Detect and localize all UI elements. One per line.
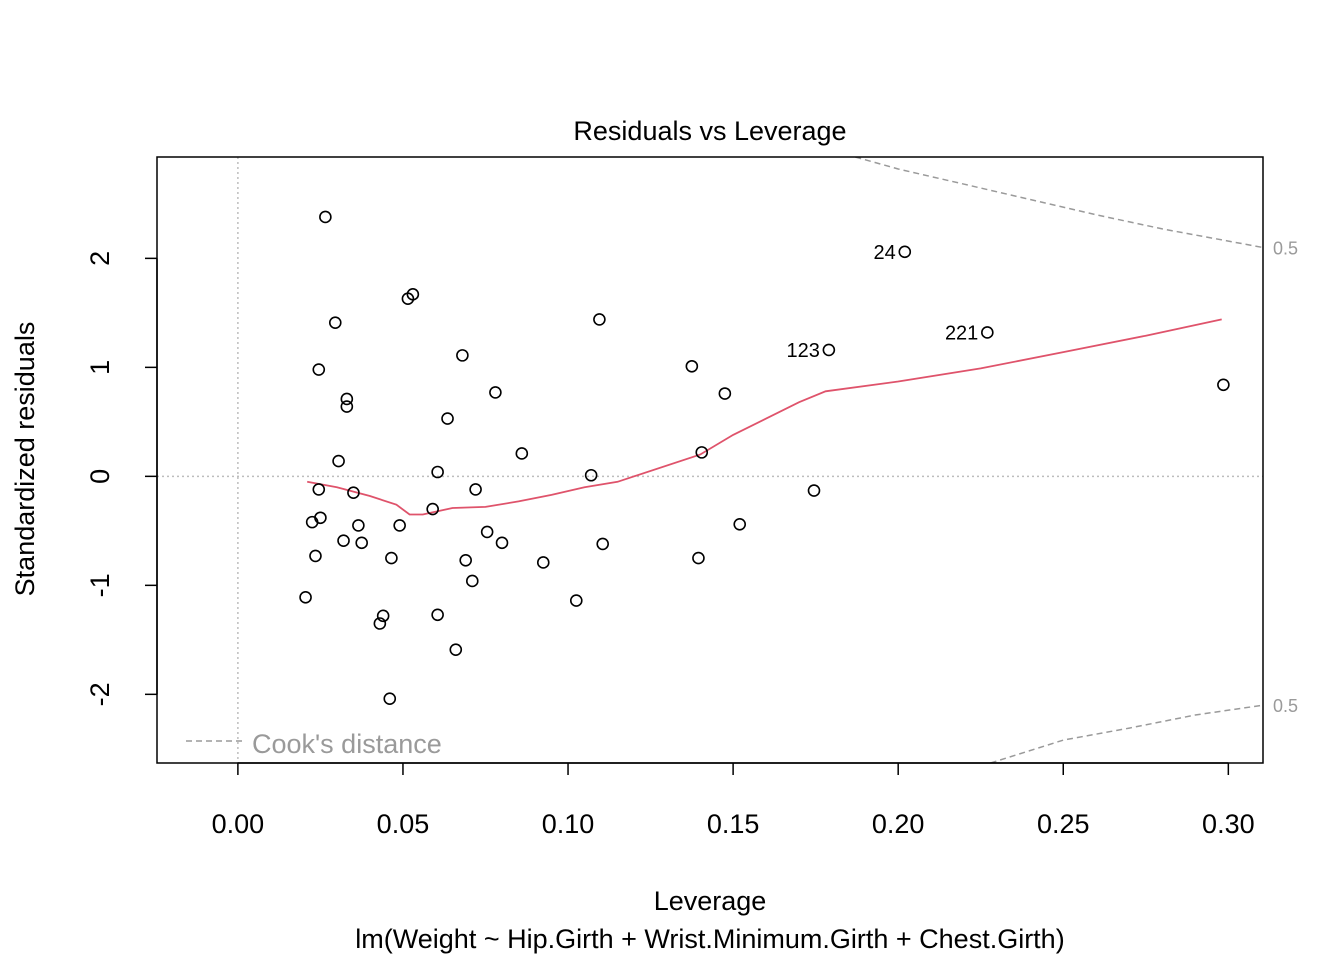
data-point <box>1217 378 1230 392</box>
data-point <box>406 288 420 301</box>
data-point <box>695 446 709 459</box>
data-point <box>692 551 705 565</box>
data-point <box>469 483 482 496</box>
data-point <box>355 536 368 550</box>
data-point <box>718 387 732 400</box>
data-point <box>383 692 397 705</box>
y-tick-label: 2 <box>85 251 115 266</box>
data-point <box>319 210 332 224</box>
data-point <box>584 468 598 482</box>
data-point <box>385 551 398 565</box>
points-layer <box>299 210 1230 705</box>
data-point <box>373 617 387 630</box>
y-tick-label: 1 <box>85 360 115 375</box>
data-point <box>431 465 444 479</box>
data-point <box>441 412 454 425</box>
data-point <box>536 556 550 569</box>
smooth-layer <box>307 318 1222 516</box>
reference-lines <box>157 157 1263 763</box>
x-tick-label: 0.20 <box>872 809 925 839</box>
x-tick-label: 0.15 <box>707 809 760 839</box>
plot-area: 123 24 221 <box>157 157 1263 763</box>
point-label: 221 <box>945 322 978 344</box>
cooks-contour-label: 0.5 <box>1273 238 1298 258</box>
data-point <box>898 245 912 259</box>
data-point <box>352 519 365 532</box>
contour-labels: 0.5 0.5 <box>1273 238 1298 716</box>
x-tick-label: 0.05 <box>377 809 430 839</box>
data-point <box>337 534 350 547</box>
data-point <box>593 313 606 326</box>
data-point <box>822 343 836 357</box>
data-point <box>299 591 312 604</box>
data-point <box>431 608 444 622</box>
data-point <box>465 574 479 588</box>
y-tick-label: -1 <box>85 573 115 597</box>
data-point <box>596 537 610 551</box>
data-point <box>981 326 994 339</box>
data-point <box>312 363 326 376</box>
data-point <box>347 486 360 499</box>
data-point <box>733 518 747 531</box>
x-axis-label: Leverage <box>654 886 767 916</box>
y-tick-label: -2 <box>85 682 115 706</box>
point-label: 123 <box>786 340 819 362</box>
smooth-line <box>307 318 1222 516</box>
point-labels-layer: 123 24 221 <box>786 242 978 362</box>
chart-subtitle: lm(Weight ~ Hip.Girth + Wrist.Minimum.Gi… <box>355 924 1064 954</box>
plot-frame <box>156 156 1264 764</box>
legend: Cook's distance <box>186 729 442 759</box>
data-point <box>685 359 699 373</box>
data-point <box>489 386 502 399</box>
data-point <box>309 549 322 563</box>
legend-cooks-label: Cook's distance <box>252 729 442 759</box>
data-point <box>376 609 390 623</box>
x-tick-label: 0.10 <box>542 809 595 839</box>
x-axis: 0.00 0.05 0.10 0.15 0.20 0.25 0.30 <box>212 762 1255 839</box>
cooks-distance-contours <box>855 157 1263 763</box>
data-point <box>495 536 509 550</box>
cooks-contour-label: 0.5 <box>1273 696 1298 716</box>
data-point <box>456 349 469 362</box>
data-point <box>459 553 472 567</box>
y-tick-label: 0 <box>85 469 115 484</box>
data-point <box>393 519 406 532</box>
x-tick-label: 0.30 <box>1202 809 1255 839</box>
data-point <box>480 525 494 539</box>
cooks-contour-upper <box>855 157 1263 249</box>
data-point <box>340 400 354 413</box>
data-point <box>332 454 345 468</box>
data-point <box>569 594 583 607</box>
data-point <box>515 447 529 460</box>
x-tick-label: 0.00 <box>212 809 265 839</box>
x-tick-label: 0.25 <box>1037 809 1090 839</box>
data-point <box>449 643 463 656</box>
data-point <box>312 483 326 496</box>
data-point <box>328 316 342 329</box>
y-axis: -2 -1 0 1 2 <box>85 251 158 706</box>
data-point <box>807 484 821 497</box>
data-point <box>314 511 327 525</box>
chart-title: Residuals vs Leverage <box>573 116 846 146</box>
data-point <box>426 502 439 516</box>
data-point <box>340 392 354 406</box>
cooks-contour-lower <box>990 704 1263 763</box>
y-axis-label: Standardized residuals <box>10 322 40 597</box>
point-label: 24 <box>874 242 896 264</box>
